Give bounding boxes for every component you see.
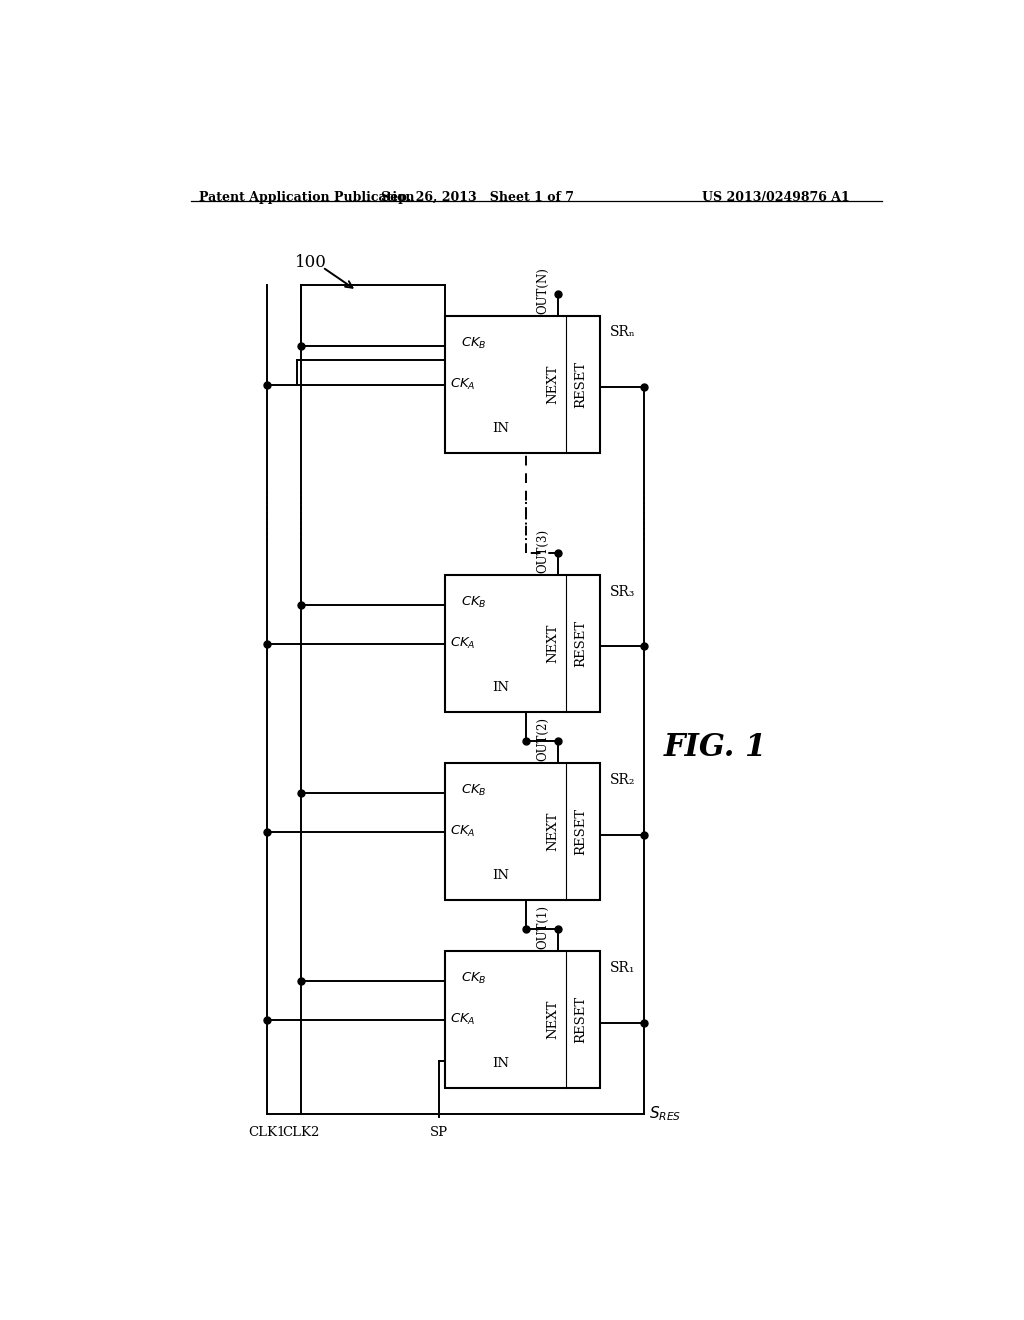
Text: $CK_B$: $CK_B$ (461, 335, 486, 351)
Text: Sep. 26, 2013   Sheet 1 of 7: Sep. 26, 2013 Sheet 1 of 7 (381, 191, 573, 203)
Bar (445, 576, 600, 713)
Text: $CK_A$: $CK_A$ (451, 1012, 476, 1027)
Text: $CK_B$: $CK_B$ (461, 595, 486, 610)
Text: RESET: RESET (574, 997, 588, 1043)
Text: CLK2: CLK2 (283, 1126, 319, 1139)
Text: IN: IN (492, 681, 509, 694)
Text: RESET: RESET (574, 620, 588, 668)
Text: IN: IN (492, 422, 509, 436)
Text: OUT(2): OUT(2) (536, 717, 549, 762)
Text: SR₁: SR₁ (609, 961, 635, 974)
Text: NEXT: NEXT (547, 812, 559, 851)
Bar (445, 763, 600, 900)
Text: OUT(1): OUT(1) (536, 906, 549, 949)
Text: $CK_A$: $CK_A$ (451, 824, 476, 840)
Text: OUT(N): OUT(N) (536, 267, 549, 314)
Text: $CK_A$: $CK_A$ (451, 636, 476, 651)
Text: SR₂: SR₂ (609, 772, 635, 787)
Text: NEXT: NEXT (547, 624, 559, 664)
Text: $S_{RES}$: $S_{RES}$ (649, 1105, 682, 1123)
Text: $CK_B$: $CK_B$ (461, 783, 486, 799)
Text: IN: IN (492, 1057, 509, 1071)
Text: US 2013/0249876 A1: US 2013/0249876 A1 (702, 191, 850, 203)
Text: 100: 100 (295, 253, 327, 271)
Text: SR₃: SR₃ (609, 585, 635, 598)
Text: $CK_A$: $CK_A$ (451, 378, 476, 392)
Text: Patent Application Publication: Patent Application Publication (200, 191, 415, 203)
Text: OUT(3): OUT(3) (536, 529, 549, 573)
Text: IN: IN (492, 869, 509, 882)
Text: NEXT: NEXT (547, 364, 559, 404)
Text: SP: SP (430, 1126, 449, 1139)
Text: CLK1: CLK1 (248, 1126, 286, 1139)
Bar (445, 952, 600, 1089)
Text: NEXT: NEXT (547, 1001, 559, 1039)
Bar (445, 315, 600, 453)
Text: $CK_B$: $CK_B$ (461, 972, 486, 986)
Text: FIG. 1: FIG. 1 (664, 733, 767, 763)
Text: RESET: RESET (574, 808, 588, 855)
Text: RESET: RESET (574, 360, 588, 408)
Text: SRₙ: SRₙ (609, 326, 636, 339)
